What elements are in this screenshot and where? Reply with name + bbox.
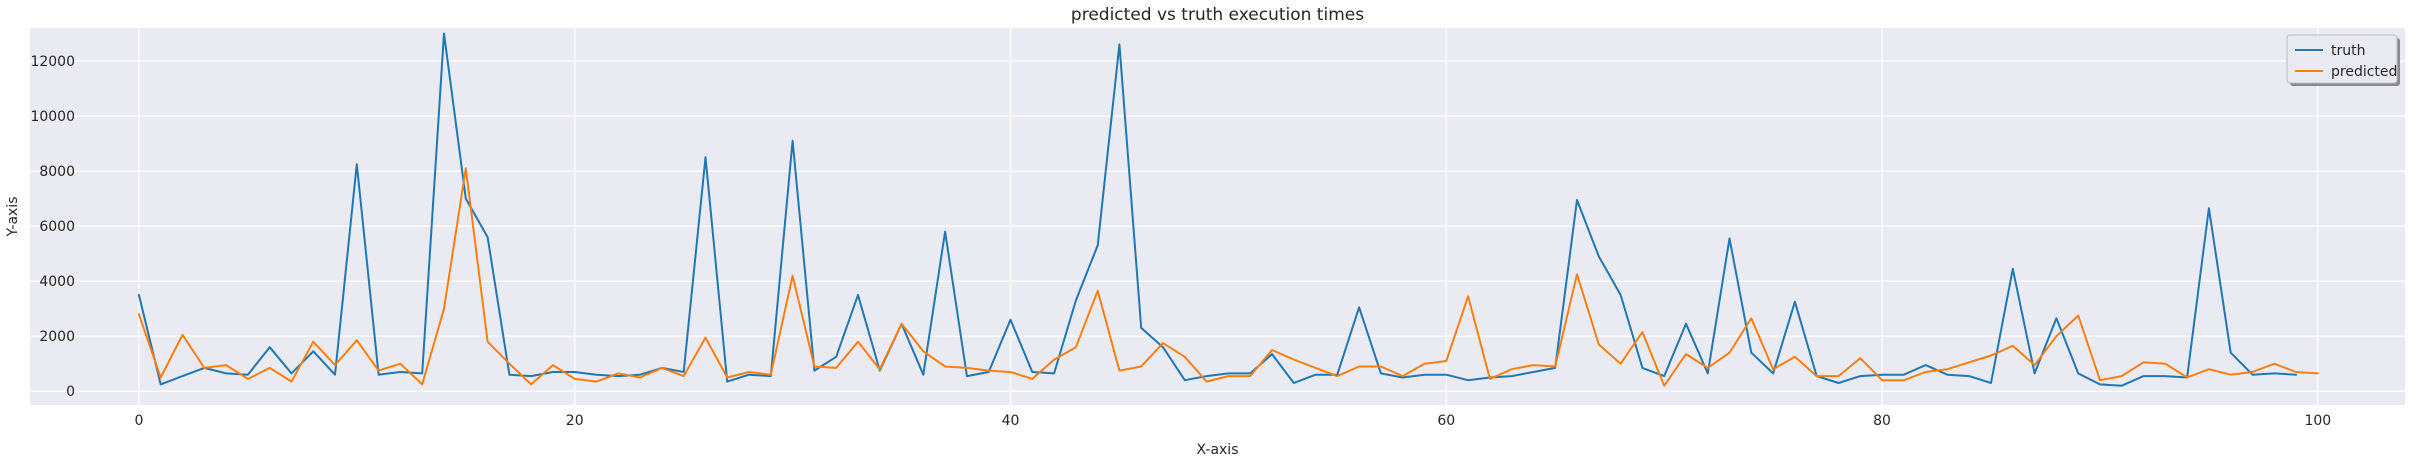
x-tick-label: 100 [2304, 413, 2331, 429]
series-lines [137, 32, 2319, 387]
chart-title: predicted vs truth execution times [1071, 5, 1364, 25]
legend: truth predicted [2286, 34, 2400, 86]
y-tick-label: 10000 [30, 109, 75, 125]
x-tick-label: 40 [1002, 413, 1020, 429]
y-tick-label: 12000 [30, 54, 75, 70]
series-line-predicted [137, 167, 2319, 387]
x-tick-label: 0 [134, 413, 143, 429]
y-axis-label: Y-axis [5, 197, 21, 238]
legend-label-predicted: predicted [2331, 64, 2397, 80]
x-tick-label: 60 [1437, 413, 1455, 429]
y-tick-label: 0 [66, 384, 75, 400]
tick-labels: 0 20 40 60 80 100 0 2000 4000 6000 8000 10000 12000 [30, 54, 2331, 429]
y-tick-label: 2000 [39, 329, 75, 345]
legend-label-truth: truth [2331, 43, 2365, 59]
x-axis-label: X-axis [1197, 442, 1239, 458]
y-tick-label: 4000 [39, 274, 75, 290]
x-tick-label: 20 [566, 413, 584, 429]
plot-area [30, 28, 2405, 405]
grid [30, 28, 2405, 405]
x-tick-label: 80 [1873, 413, 1891, 429]
y-tick-label: 6000 [39, 219, 75, 235]
y-tick-label: 8000 [39, 164, 75, 180]
